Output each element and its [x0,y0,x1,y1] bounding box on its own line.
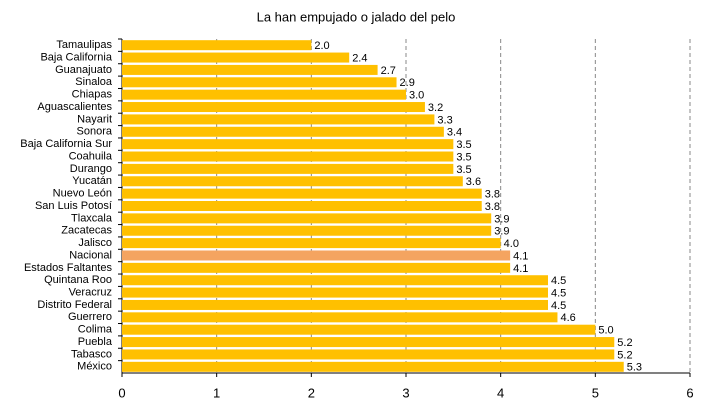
value-label: 4.1 [513,263,528,275]
y-tick-label: Guanajuato [55,64,112,76]
bar [122,188,482,199]
value-label: 3.8 [485,201,500,213]
value-label: 4.1 [513,250,528,262]
x-tick-label: 0 [118,385,125,400]
bar [122,238,501,249]
y-tick-label: Zacatecas [61,225,112,237]
bar [122,262,511,273]
value-label: 4.5 [551,300,566,312]
y-tick-label: Tabasco [71,348,112,360]
y-tick-label: Aguascalientes [37,101,112,113]
y-tick-label: Nayarit [77,113,112,125]
y-tick-label: Baja California [40,51,112,63]
y-tick-label: Colima [78,324,113,336]
value-label: 3.8 [485,189,500,201]
value-label: 2.9 [400,77,415,89]
bar [122,287,548,298]
value-label: 3.5 [456,139,471,151]
x-tick-label: 6 [686,385,693,400]
bar [122,299,548,310]
value-label: 3.2 [428,102,443,114]
value-label: 3.0 [409,90,424,102]
y-tick-label: Yucatán [72,175,112,187]
bar [122,225,492,236]
y-tick-label: Durango [70,163,112,175]
y-tick-label: Nacional [69,249,112,261]
value-label: 3.5 [456,164,471,176]
y-tick-label: Nuevo León [53,188,112,200]
bar [122,250,511,261]
bar [122,275,548,286]
bar [122,312,558,323]
value-label: 3.4 [447,127,462,139]
value-label: 5.2 [617,349,632,361]
value-label: 2.4 [352,52,367,64]
bar [122,213,492,224]
value-label: 3.6 [466,176,481,188]
y-tick-label: Baja California Sur [20,138,112,150]
y-tick-label: Estados Faltantes [24,262,113,274]
y-tick-label: Guerrero [68,311,112,323]
value-label: 3.9 [494,213,509,225]
y-tick-label: Jalisco [78,237,112,249]
x-tick-label: 3 [402,385,409,400]
value-label: 2.7 [381,65,396,77]
bar [122,89,406,100]
chart-title: La han empujado o jalado del pelo [257,9,456,24]
value-label: 4.0 [504,238,519,250]
y-tick-label: Sinaloa [75,76,113,88]
bar [122,126,444,137]
x-tick-label: 4 [497,385,504,400]
bar [122,151,454,162]
x-tick-label: 1 [213,385,220,400]
y-tick-label: Puebla [78,336,113,348]
y-tick-label: Chiapas [72,89,113,101]
bar [122,139,454,150]
bar [122,114,435,125]
y-tick-label: Distrito Federal [37,299,112,311]
value-label: 5.3 [627,362,642,374]
value-label: 4.5 [551,275,566,287]
bar [122,361,624,372]
bar [122,176,463,187]
y-tick-label: Sonora [77,126,113,138]
bar [122,324,596,335]
value-label: 5.0 [598,325,613,337]
y-tick-label: Tamaulipas [56,39,112,51]
bar [122,40,312,51]
bar [122,77,397,88]
value-label: 4.5 [551,287,566,299]
y-tick-label: México [77,361,112,373]
value-label: 3.5 [456,151,471,163]
x-tick-label: 5 [592,385,599,400]
value-label: 4.6 [560,312,575,324]
y-tick-label: Quintana Roo [44,274,112,286]
bar [122,349,615,360]
value-label: 2.0 [314,40,329,52]
value-label: 3.3 [437,114,452,126]
bar [122,201,482,211]
value-label: 3.9 [494,226,509,238]
y-tick-label: San Luis Potosí [35,200,112,212]
bar [122,102,425,113]
y-tick-label: Tlaxcala [71,212,113,224]
bar [122,163,454,174]
y-tick-label: Coahuila [69,150,113,162]
value-label: 5.2 [617,337,632,349]
x-tick-label: 2 [308,385,315,400]
bar [122,337,615,348]
bar [122,64,378,75]
y-tick-label: Veracruz [69,286,112,298]
bar [122,52,350,63]
